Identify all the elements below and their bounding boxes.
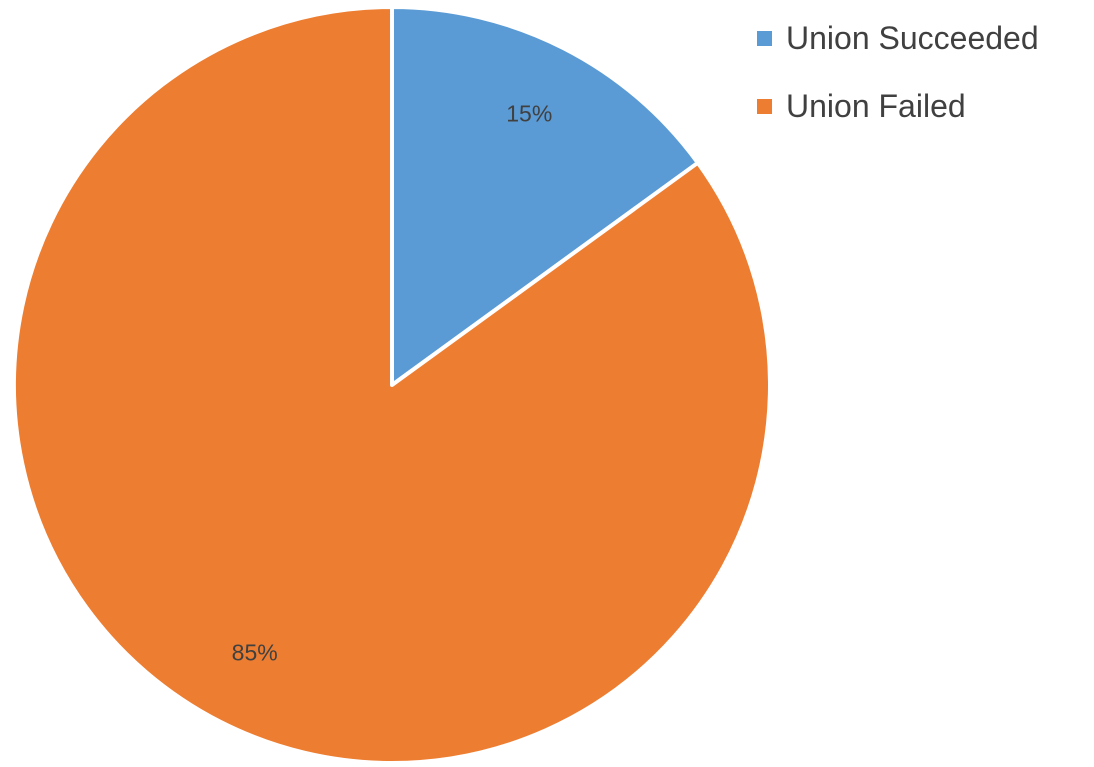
legend-item-union-succeeded: Union Succeeded <box>757 18 1039 58</box>
pie-data-labels: 15% 85% <box>232 101 553 666</box>
chart-legend: Union Succeeded Union Failed <box>757 18 1039 154</box>
pie-slices <box>12 5 772 765</box>
legend-label-union-failed: Union Failed <box>786 87 966 124</box>
legend-swatch-union-failed <box>757 98 772 114</box>
legend-item-union-failed: Union Failed <box>757 86 1039 126</box>
data-label-union-failed: 85% <box>232 639 278 665</box>
data-label-union-succeeded: 15% <box>506 101 552 127</box>
legend-swatch-union-succeeded <box>757 30 772 46</box>
pie-slice-union-failed <box>12 5 772 765</box>
pie-slice-union-succeeded <box>390 5 700 387</box>
legend-label-union-succeeded: Union Succeeded <box>786 19 1039 56</box>
